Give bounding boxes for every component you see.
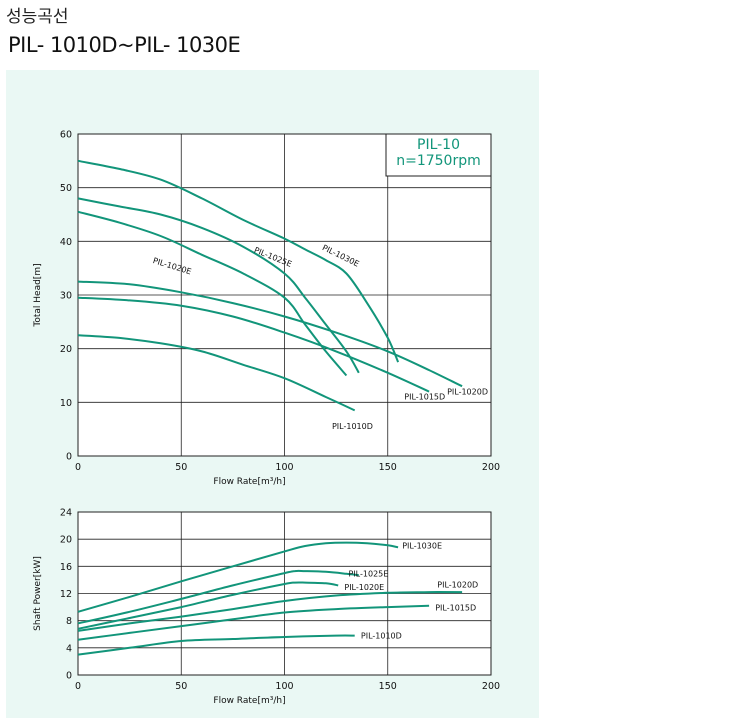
y-tick-label: 16 <box>60 562 72 573</box>
x-tick-label: 150 <box>379 681 397 692</box>
curve-label-pil-1020d: PIL-1020D <box>437 580 478 589</box>
x-tick-label: 0 <box>75 681 81 692</box>
curve-label-pil-1010d: PIL-1010D <box>361 631 402 640</box>
y-tick-label: 12 <box>60 589 72 600</box>
x-tick-label: 0 <box>75 462 81 473</box>
y-tick-label: 0 <box>66 452 72 463</box>
chart-total-head: 0 50 100 150 200 0 10 20 30 40 50 60 Flow Rate[m³/h]… <box>33 130 500 488</box>
x-tick-label: 200 <box>482 681 500 692</box>
x-tick-label: 50 <box>175 462 187 473</box>
model-series-label: PIL-10 <box>417 137 460 153</box>
y-tick-label: 50 <box>60 183 72 194</box>
speed-label: n=1750rpm <box>396 153 481 169</box>
y-axis-title: Total Head[m] <box>33 263 43 327</box>
curve-pil-1020e <box>77 581 339 630</box>
y-tick-label: 0 <box>66 671 72 682</box>
x-tick-label: 50 <box>175 681 187 692</box>
curve-pil-1015d <box>77 296 430 393</box>
curve-label-pil-1010d: PIL-1010D <box>332 422 373 431</box>
curve-label-pil-1015d: PIL-1015D <box>404 393 445 402</box>
model-title: PIL- 1010D~PIL- 1030E <box>8 33 241 57</box>
y-axis-title: Shaft Power[kW] <box>33 556 43 631</box>
y-tick-label: 60 <box>60 130 72 141</box>
x-axis-title: Flow Rate[m³/h] <box>213 477 285 487</box>
curve-label-pil-1020d: PIL-1020D <box>447 387 488 396</box>
curve-pil-1015d <box>77 604 430 641</box>
curve-pil-1030e <box>77 541 399 613</box>
curve-pil-1020d <box>77 591 463 632</box>
x-tick-label: 100 <box>275 681 293 692</box>
y-tick-label: 4 <box>66 643 72 654</box>
curve-label-pil-1015d: PIL-1015D <box>435 603 476 612</box>
y-tick-label: 40 <box>60 237 72 248</box>
curve-label-pil-1030e: PIL-1030E <box>402 542 442 551</box>
y-tick-label: 24 <box>60 508 72 519</box>
curve-pil-1020d <box>77 280 463 388</box>
curve-pil-1025e <box>77 569 359 625</box>
x-tick-label: 100 <box>275 462 293 473</box>
curve-label-pil-1020e: PIL-1020E <box>344 583 384 592</box>
y-tick-label: 10 <box>60 398 72 409</box>
x-axis-title: Flow Rate[m³/h] <box>213 696 285 706</box>
y-tick-label: 8 <box>66 616 72 627</box>
x-tick-label: 150 <box>379 462 397 473</box>
section-title: 성능곡선 <box>6 7 69 27</box>
curve-pil-1010d <box>77 334 356 412</box>
curve-pil-1025e <box>77 197 360 374</box>
chart-shaft-power: 0 50 100 150 200 0 4 8 12 16 20 24 Flow Rate[m³/h] Sh… <box>33 508 500 707</box>
model-info-box <box>385 133 492 177</box>
curve-pil-1020e <box>77 210 348 377</box>
y-tick-label: 30 <box>60 291 72 302</box>
chart-panel: 0 50 100 150 200 0 10 20 30 40 50 60 Flow Rate[m³/h]… <box>6 70 539 718</box>
x-tick-label: 200 <box>482 462 500 473</box>
curve-label-pil-1025e: PIL-1025E <box>349 570 389 579</box>
y-tick-label: 20 <box>60 344 72 355</box>
curve-pil-1030e <box>77 159 400 363</box>
y-tick-label: 20 <box>60 535 72 546</box>
curve-pil-1010d <box>77 634 355 656</box>
